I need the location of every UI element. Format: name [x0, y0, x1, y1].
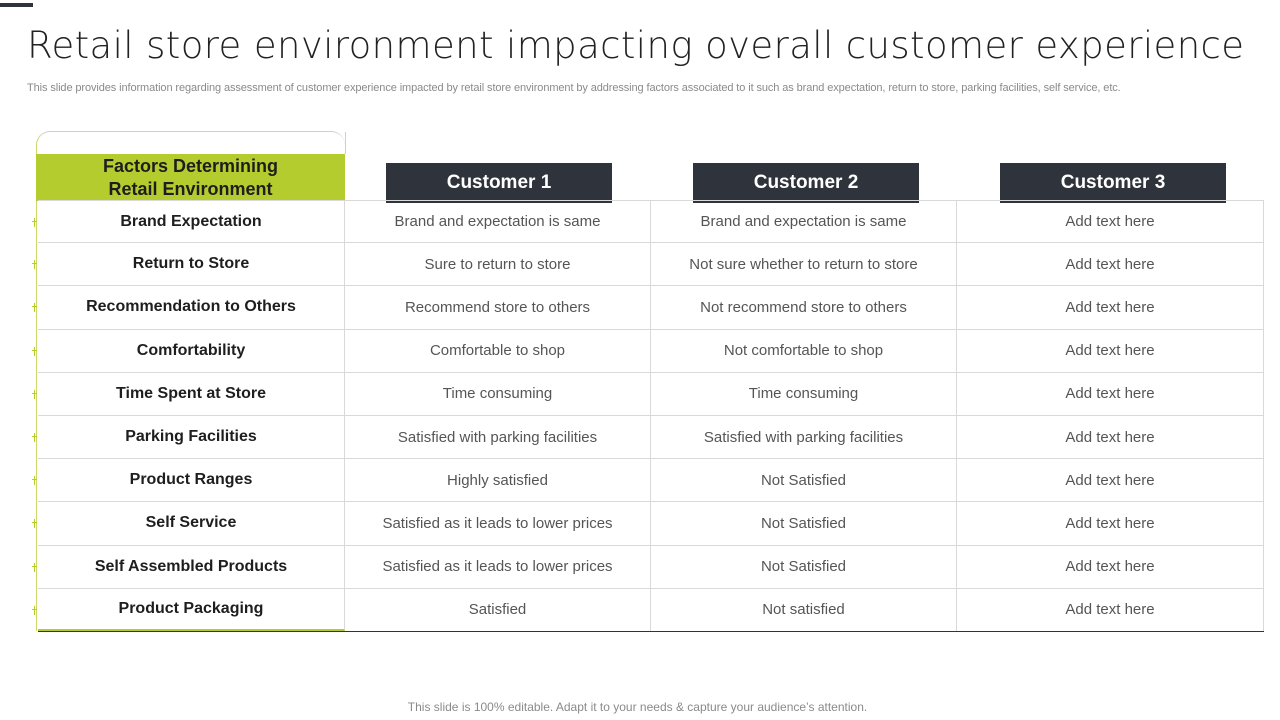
customer-2-cell: Not sure whether to return to store — [651, 243, 957, 286]
customer-2-cell: Time consuming — [651, 372, 957, 415]
customer-1-cell: Satisfied with parking facilities — [345, 415, 651, 459]
customer-1-cell: Recommend store to others — [345, 286, 651, 329]
customer-3-cell: Add text here — [957, 459, 1264, 502]
customer-1-cell: Brand and expectation is same — [345, 201, 651, 243]
customer-3-cell: Add text here — [957, 201, 1264, 243]
table-row: Product Packaging Satisfied Not satisfie… — [32, 588, 1264, 632]
factor-header-line1: Factors Determining — [102, 155, 279, 176]
factor-cell: Product Packaging — [38, 588, 345, 631]
table-row: Self Service Satisfied as it leads to lo… — [32, 502, 1264, 546]
customer-3-cell: Add text here — [957, 545, 1264, 588]
table-row: Recommendation to Others Recommend store… — [32, 286, 1264, 330]
table-row: Time Spent at Store Time consuming Time … — [32, 372, 1264, 416]
factor-cell: Self Service — [38, 502, 345, 545]
factor-cell: Brand Expectation — [38, 201, 345, 243]
customer-2-header: Customer 2 — [693, 163, 919, 203]
factor-cell: Parking Facilities — [38, 415, 345, 459]
customer-1-header: Customer 1 — [386, 163, 612, 203]
customer-1-cell: Time consuming — [345, 372, 651, 415]
customer-1-cell: Highly satisfied — [345, 459, 651, 502]
customer-2-cell: Not comfortable to shop — [651, 329, 957, 372]
table-row: Product Ranges Highly satisfied Not Sati… — [32, 459, 1264, 503]
customer-2-cell: Not recommend store to others — [651, 286, 957, 329]
row-marker-icon — [32, 519, 40, 529]
customer-1-cell: Sure to return to store — [345, 243, 651, 286]
customer-1-cell: Satisfied — [345, 588, 651, 631]
table-row: Self Assembled Products Satisfied as it … — [32, 545, 1264, 589]
customer-1-cell: Satisfied as it leads to lower prices — [345, 545, 651, 588]
row-marker-icon — [32, 389, 40, 399]
customer-1-cell: Satisfied as it leads to lower prices — [345, 502, 651, 545]
factor-cell: Self Assembled Products — [38, 545, 345, 588]
factor-column-header: Factors Determining Retail Environment — [36, 154, 345, 201]
factor-column-frame — [36, 131, 346, 631]
row-marker-icon — [32, 433, 40, 443]
row-marker-icon — [32, 217, 40, 227]
factor-cell: Recommendation to Others — [38, 286, 345, 329]
table-row: Return to Store Sure to return to store … — [32, 243, 1264, 287]
customer-1-cell: Comfortable to shop — [345, 329, 651, 372]
customer-2-cell: Satisfied with parking facilities — [651, 415, 957, 459]
factor-cell: Return to Store — [38, 243, 345, 286]
row-marker-icon — [32, 260, 40, 270]
assessment-table: Brand Expectation Brand and expectation … — [32, 200, 1264, 632]
table-row: Parking Facilities Satisfied with parkin… — [32, 415, 1264, 460]
customer-3-cell: Add text here — [957, 243, 1264, 286]
factor-cell: Comfortability — [38, 329, 345, 372]
corner-accent-bar — [0, 3, 33, 7]
slide-subtitle: This slide provides information regardin… — [27, 82, 1121, 94]
table-row: Comfortability Comfortable to shop Not c… — [32, 329, 1264, 373]
customer-3-cell: Add text here — [957, 415, 1264, 459]
row-marker-icon — [32, 346, 40, 356]
row-marker-icon — [32, 562, 40, 572]
customer-2-cell: Not Satisfied — [651, 545, 957, 588]
customer-2-cell: Brand and expectation is same — [651, 201, 957, 243]
table-row: Brand Expectation Brand and expectation … — [32, 200, 1264, 244]
customer-2-cell: Not Satisfied — [651, 459, 957, 502]
factor-cell: Product Ranges — [38, 459, 345, 502]
customer-3-cell: Add text here — [957, 286, 1264, 329]
customer-2-cell: Not satisfied — [651, 588, 957, 631]
row-marker-icon — [32, 303, 40, 313]
footer-note: This slide is 100% editable. Adapt it to… — [407, 700, 868, 714]
factor-cell: Time Spent at Store — [38, 372, 345, 415]
customer-2-cell: Not Satisfied — [651, 502, 957, 545]
customer-3-cell: Add text here — [957, 372, 1264, 415]
customer-3-cell: Add text here — [957, 329, 1264, 372]
slide-title: Retail store environment impacting overa… — [27, 24, 1245, 67]
customer-3-cell: Add text here — [957, 502, 1264, 545]
row-marker-icon — [32, 476, 40, 486]
row-marker-icon — [32, 605, 40, 615]
customer-3-header: Customer 3 — [1000, 163, 1226, 203]
customer-3-cell: Add text here — [957, 588, 1264, 631]
factor-header-line2: Retail Environment — [108, 178, 273, 199]
